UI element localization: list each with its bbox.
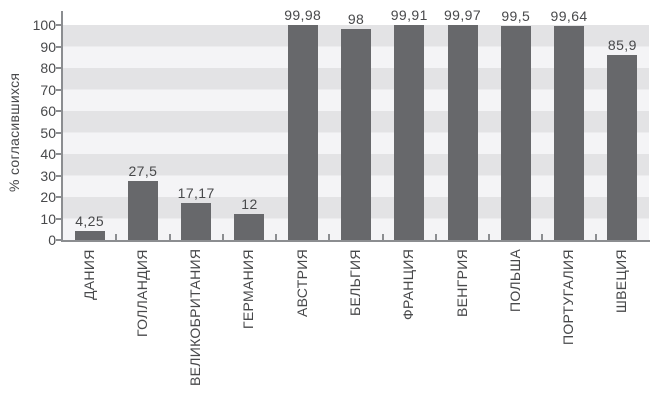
x-tick-mark: [381, 234, 384, 240]
y-tick-label: 80: [40, 60, 56, 76]
value-label: 99,98: [284, 7, 322, 24]
bar: [394, 25, 425, 240]
y-tick-mark: [56, 153, 63, 155]
y-tick-mark: [56, 45, 63, 48]
x-category-label: ГОЛЛАНДИЯ: [133, 249, 150, 337]
x-category-label: БЕЛЬГИЯ: [347, 249, 363, 316]
x-tick-mark: [328, 234, 331, 240]
y-tick-label: 0: [48, 232, 56, 248]
y-tick-label: 50: [40, 124, 56, 141]
bar: [74, 230, 105, 240]
bar: [607, 55, 638, 240]
y-tick-label: 20: [40, 189, 56, 205]
y-tick-mark: [56, 67, 63, 69]
x-tick-mark: [488, 234, 491, 240]
y-tick-label: 10: [40, 210, 56, 227]
x-tick-mark: [541, 234, 544, 240]
bar: [341, 29, 371, 240]
y-tick-mark: [56, 88, 63, 91]
x-category-label: ШВЕЦИЯ: [613, 249, 630, 313]
y-tick-label: 90: [40, 38, 56, 55]
value-label: 99,5: [501, 8, 531, 25]
value-label: 27,5: [128, 162, 158, 179]
x-tick-mark: [221, 234, 224, 240]
x-tick-mark: [434, 234, 437, 240]
y-tick-label: 70: [40, 81, 56, 98]
x-category-label: ПОЛЬША: [506, 249, 523, 313]
bar: [181, 203, 212, 240]
y-tick-mark: [56, 239, 63, 241]
bar: [234, 214, 265, 240]
y-tick-mark: [56, 196, 63, 198]
x-tick-mark: [594, 234, 597, 240]
x-tick-mark: [275, 234, 278, 240]
x-axis-line: [61, 240, 650, 242]
value-label: 17,17: [177, 185, 215, 202]
x-category-label: ПОРТУГАЛИЯ: [560, 249, 577, 345]
x-category-label: АВСТРИЯ: [293, 249, 310, 318]
bar: [287, 25, 318, 240]
y-tick-mark: [56, 174, 63, 177]
x-category-label: ВЕЛИКОБРИТАНИЯ: [187, 249, 204, 387]
value-label: 99,91: [390, 7, 428, 24]
y-tick-mark: [56, 110, 63, 112]
y-tick-mark: [56, 217, 63, 220]
y-tick-mark: [56, 24, 63, 26]
bar: [127, 180, 158, 240]
value-label: 98: [347, 11, 365, 28]
value-label: 99,64: [550, 7, 588, 24]
value-label: 12: [241, 196, 258, 213]
x-category-label: ГЕРМАНИЯ: [240, 249, 257, 329]
y-tick-label: 100: [32, 17, 56, 33]
x-tick-mark: [115, 234, 118, 240]
y-tick-mark: [56, 131, 63, 134]
value-label: 99,97: [444, 7, 482, 24]
x-tick-mark: [168, 234, 171, 240]
y-tick-label: 30: [40, 167, 56, 184]
value-label: 85,9: [607, 37, 637, 54]
bar: [447, 25, 478, 240]
y-tick-label: 40: [40, 146, 56, 162]
y-axis-line: [61, 11, 63, 241]
y-tick-label: 60: [40, 103, 56, 119]
value-label: 4,25: [75, 212, 105, 229]
bar: [554, 25, 585, 240]
x-category-label: ДАНИЯ: [80, 249, 97, 300]
bar: [500, 26, 531, 240]
x-category-label: ФРАНЦИЯ: [400, 249, 417, 321]
x-category-label: ВЕНГРИЯ: [453, 249, 470, 317]
